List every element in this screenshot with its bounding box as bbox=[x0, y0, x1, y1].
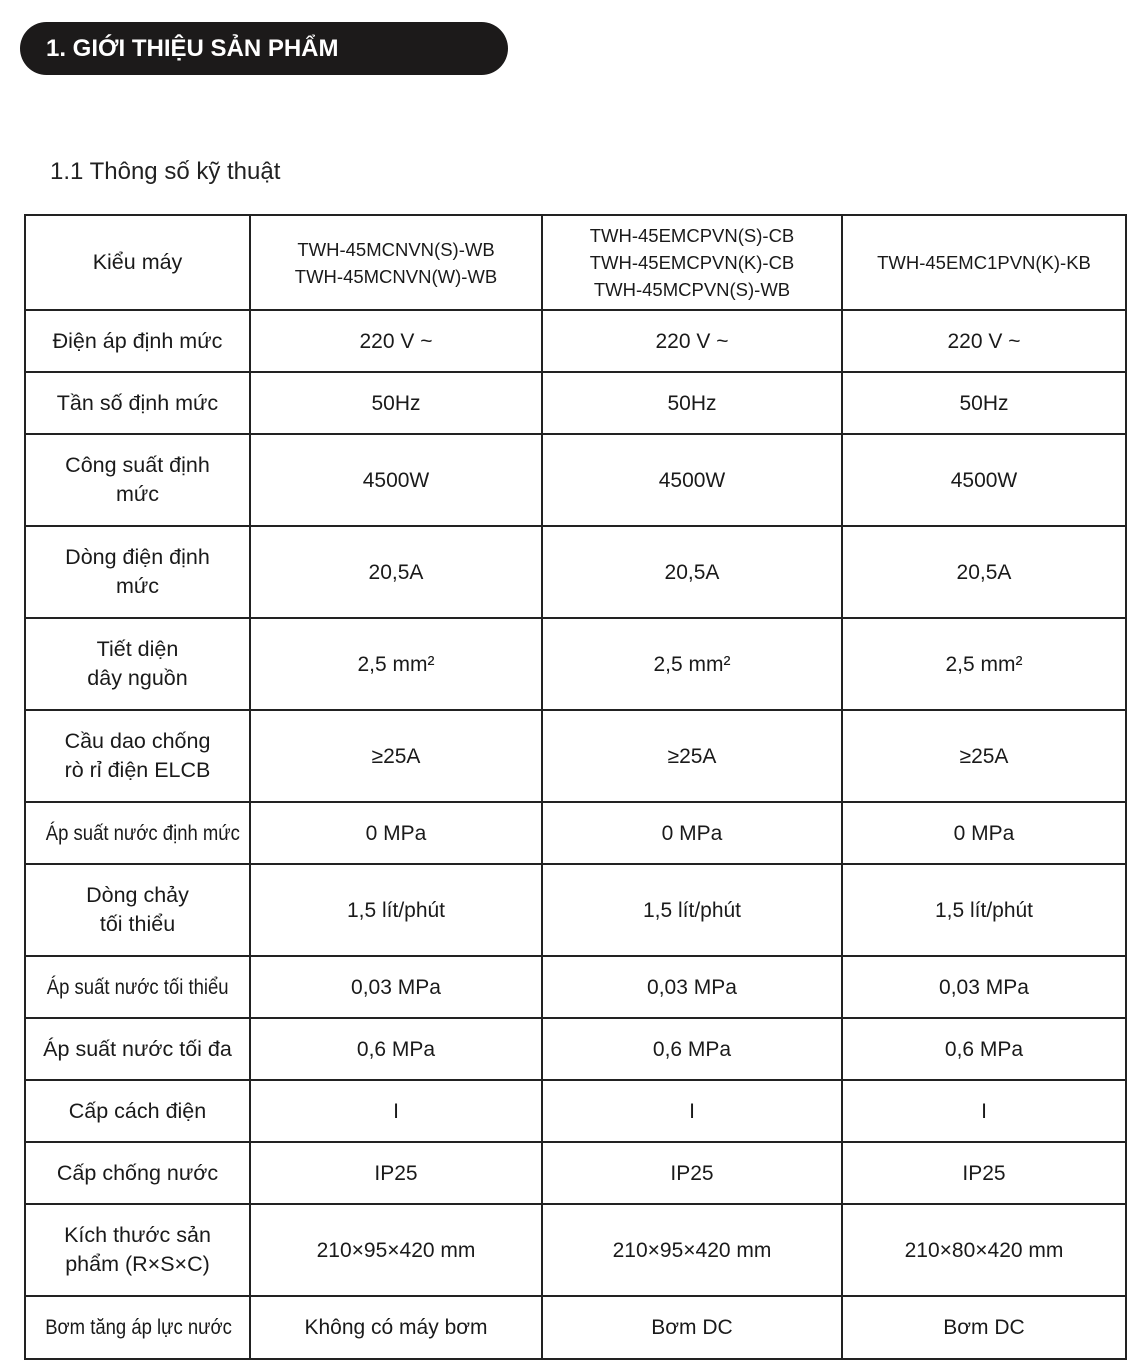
row-label: Dòng chảy tối thiểu bbox=[24, 863, 251, 957]
value-cell: 4500W bbox=[841, 433, 1127, 527]
value-cell: 0,03 MPa bbox=[841, 955, 1127, 1019]
value-cell: 220 V ~ bbox=[541, 309, 843, 373]
table-row: Áp suất nước tối thiểu 0,03 MPa 0,03 MPa 0,… bbox=[24, 955, 1127, 1019]
section-title: 1. GIỚI THIỆU SẢN PHẨM bbox=[20, 22, 508, 75]
value-cell: 50Hz bbox=[841, 371, 1127, 435]
value-cell: 50Hz bbox=[249, 371, 543, 435]
row-label: Dòng điện định mức bbox=[24, 525, 251, 619]
table-row: Cấp chống nước IP25 IP25 IP25 bbox=[24, 1141, 1127, 1205]
table-row: Áp suất nước tối đa 0,6 MPa 0,6 MPa 0,6 MPa bbox=[24, 1017, 1127, 1081]
value-cell: IP25 bbox=[249, 1141, 543, 1205]
row-label: Cấp chống nước bbox=[24, 1141, 251, 1205]
row-label-text: Bơm tăng áp lực nước bbox=[45, 1315, 232, 1339]
table-row: Bơm tăng áp lực nước Không có máy bơm Bơm … bbox=[24, 1295, 1127, 1360]
value-cell: I bbox=[541, 1079, 843, 1143]
value-cell: 220 V ~ bbox=[841, 309, 1127, 373]
table-row: Tiết diện dây nguồn 2,5 mm² 2,5 mm² 2,5 mm² bbox=[24, 617, 1127, 711]
value-cell: Không có máy bơm bbox=[249, 1295, 543, 1360]
value-cell: 0,03 MPa bbox=[249, 955, 543, 1019]
table-row: Kích thước sản phẩm (R×S×C) 210×95×420 mm… bbox=[24, 1203, 1127, 1297]
value-cell: 1,5 lít/phút bbox=[541, 863, 843, 957]
row-label: Kích thước sản phẩm (R×S×C) bbox=[24, 1203, 251, 1297]
value-cell: IP25 bbox=[841, 1141, 1127, 1205]
row-label: Cấp cách điện bbox=[24, 1079, 251, 1143]
value-cell: 0,6 MPa bbox=[249, 1017, 543, 1081]
row-label: Điện áp định mức bbox=[24, 309, 251, 373]
row-label: Tiết diện dây nguồn bbox=[24, 617, 251, 711]
value-cell: 0,6 MPa bbox=[841, 1017, 1127, 1081]
row-label: Áp suất nước tối thiểu bbox=[24, 955, 251, 1019]
value-cell: ≥25A bbox=[541, 709, 843, 803]
row-label: Cầu dao chống rò rỉ điện ELCB bbox=[24, 709, 251, 803]
table-header-row: Kiểu máy TWH-45MCNVN(S)-WB TWH-45MCNVN(W… bbox=[24, 214, 1127, 311]
row-label: Áp suất nước định mức bbox=[24, 801, 251, 865]
value-cell: 0 MPa bbox=[249, 801, 543, 865]
value-cell: I bbox=[249, 1079, 543, 1143]
value-cell: ≥25A bbox=[249, 709, 543, 803]
value-cell: 50Hz bbox=[541, 371, 843, 435]
value-cell: 1,5 lít/phút bbox=[249, 863, 543, 957]
table-row: Điện áp định mức 220 V ~220 V ~220 V ~ bbox=[24, 309, 1127, 373]
value-cell: 4500W bbox=[249, 433, 543, 527]
value-cell: 4500W bbox=[541, 433, 843, 527]
model-cell: TWH-45EMCPVN(S)-CB TWH-45EMCPVN(K)-CB TW… bbox=[541, 214, 843, 311]
value-cell: IP25 bbox=[541, 1141, 843, 1205]
value-cell: 0,03 MPa bbox=[541, 955, 843, 1019]
spec-table: Kiểu máy TWH-45MCNVN(S)-WB TWH-45MCNVN(W… bbox=[24, 214, 1127, 1360]
value-cell: 2,5 mm² bbox=[541, 617, 843, 711]
value-cell: Bơm DC bbox=[841, 1295, 1127, 1360]
value-cell: 0 MPa bbox=[841, 801, 1127, 865]
value-cell: 2,5 mm² bbox=[249, 617, 543, 711]
value-cell: 20,5A bbox=[249, 525, 543, 619]
model-cell: TWH-45MCNVN(S)-WB TWH-45MCNVN(W)-WB bbox=[249, 214, 543, 311]
value-cell: 210×80×420 mm bbox=[841, 1203, 1127, 1297]
row-label-text: Áp suất nước định mức bbox=[45, 820, 240, 845]
row-label: Tần số định mức bbox=[24, 371, 251, 435]
value-cell: ≥25A bbox=[841, 709, 1127, 803]
value-cell: 210×95×420 mm bbox=[249, 1203, 543, 1297]
value-cell: 1,5 lít/phút bbox=[841, 863, 1127, 957]
subsection-title: 1.1 Thông số kỹ thuật bbox=[50, 158, 281, 185]
table-row: Tần số định mức 50Hz 50Hz 50Hz bbox=[24, 371, 1127, 435]
value-cell: 0,6 MPa bbox=[541, 1017, 843, 1081]
value-cell: I bbox=[841, 1079, 1127, 1143]
row-label: Áp suất nước tối đa bbox=[24, 1017, 251, 1081]
row-label: Công suất định mức bbox=[24, 433, 251, 527]
row-label: Bơm tăng áp lực nước bbox=[24, 1295, 251, 1360]
value-cell: 2,5 mm² bbox=[841, 617, 1127, 711]
table-row: Dòng chảy tối thiểu 1,5 lít/phút 1,5 lít/p… bbox=[24, 863, 1127, 957]
row-label-text: Áp suất nước tối thiểu bbox=[46, 974, 229, 999]
table-row: Cầu dao chống rò rỉ điện ELCB ≥25A ≥25A ≥25… bbox=[24, 709, 1127, 803]
value-cell: Bơm DC bbox=[541, 1295, 843, 1360]
value-cell: 210×95×420 mm bbox=[541, 1203, 843, 1297]
value-cell: 220 V ~ bbox=[249, 309, 543, 373]
table-row: Công suất định mức 4500W 4500W 4500W bbox=[24, 433, 1127, 527]
table-row: Dòng điện định mức 20,5A 20,5A 20,5A bbox=[24, 525, 1127, 619]
value-cell: 20,5A bbox=[541, 525, 843, 619]
value-cell: 0 MPa bbox=[541, 801, 843, 865]
model-cell: TWH-45EMC1PVN(K)-KB bbox=[841, 214, 1127, 311]
header-label: Kiểu máy bbox=[24, 214, 251, 311]
table-row: Cấp cách điện I I I bbox=[24, 1079, 1127, 1143]
value-cell: 20,5A bbox=[841, 525, 1127, 619]
table-row: Áp suất nước định mức 0 MPa 0 MPa 0 MPa bbox=[24, 801, 1127, 865]
